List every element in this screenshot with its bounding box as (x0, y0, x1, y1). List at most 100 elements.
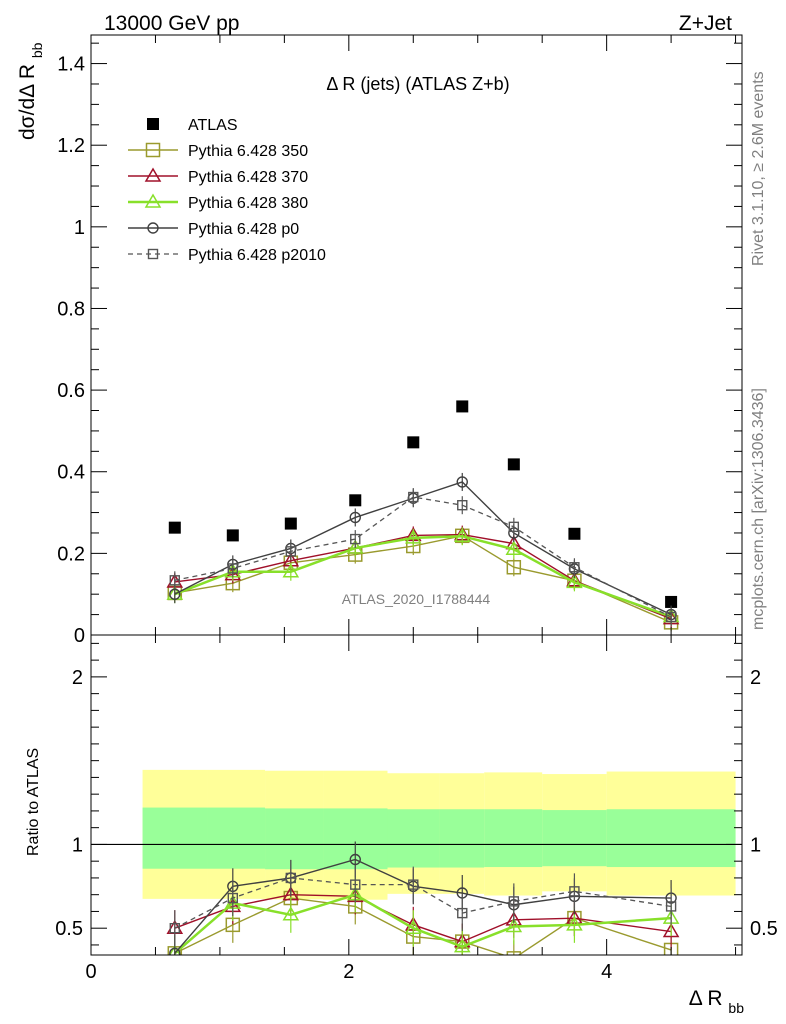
ratio-point (566, 916, 583, 931)
data-point (408, 491, 419, 503)
ratio-point (282, 906, 300, 921)
x-axis-label: Δ R bb (689, 987, 745, 1016)
y-tick-label: 1.4 (57, 54, 85, 76)
ratio-point (569, 886, 580, 897)
data-point (284, 517, 297, 530)
legend-entry-atlas: ATLAS (147, 117, 238, 134)
ratio-point (453, 938, 471, 953)
ratio-point (349, 853, 361, 866)
main-panel: Δ R (jets) (ATLAS Z+b) ATLAS_2020_I17884… (16, 34, 743, 647)
legend-label: Pythia 6.428 380 (188, 195, 308, 212)
ratio-line (174, 893, 672, 943)
header-right: Z+Jet (679, 12, 732, 35)
uncertainty-band-inner (606, 809, 736, 868)
data-point (349, 494, 362, 507)
ratio-point (168, 944, 181, 955)
legend-label: Pythia 6.428 350 (188, 143, 308, 160)
series-pythia-6-428-380 (166, 527, 680, 626)
data-point (404, 529, 422, 544)
ratio-ylabel: Ratio to ATLAS (25, 748, 42, 856)
legend-label: ATLAS (188, 117, 238, 134)
ratio-point (169, 947, 181, 955)
y-tick-label: 0.4 (57, 462, 85, 484)
ratio-y-tick-label-right: 1 (750, 834, 761, 856)
uncertainty-band-inner (207, 807, 266, 869)
legend-label: Pythia 6.428 p2010 (188, 247, 326, 264)
main-ylabel-text: dσ/dΔ R (16, 64, 39, 140)
legend-marker (147, 222, 159, 234)
rivet-label: Rivet 3.1.10, ≥ 2.6M events (750, 71, 767, 266)
ratio-panel: 0.5 0.5 1 1 2 2 0 2 4 Ratio to ATLAS Δ R bb (25, 634, 778, 1016)
data-point (665, 595, 678, 608)
y-tick-label: 0.6 (57, 380, 85, 402)
data-point (349, 511, 361, 524)
y-tick-label: 0.2 (57, 543, 85, 565)
x-tick-label: 4 (601, 961, 612, 983)
data-point (407, 436, 420, 449)
data-point (168, 521, 181, 534)
series-pythia-6-428-350 (167, 526, 679, 632)
legend-marker (144, 193, 162, 208)
watermark: ATLAS_2020_I1788444 (342, 591, 491, 607)
data-point (350, 533, 361, 545)
data-point (169, 575, 180, 586)
data-point (226, 529, 239, 542)
data-point (569, 562, 580, 573)
mcplots-label: mcplots.cern.ch [arXiv:1306.3436] (750, 388, 767, 630)
legend-marker (147, 118, 159, 130)
ratio-marks (166, 841, 680, 955)
y-tick-label: 1.2 (57, 135, 85, 157)
uncertainty-band-inner (484, 809, 543, 868)
legend-marker (147, 248, 159, 260)
label-subscript: bb (728, 1000, 744, 1016)
ratio-point (169, 922, 180, 934)
legend-entry-pythia-6-428-370: Pythia 6.428 370 (128, 167, 308, 186)
uncertainty-band-inner (439, 809, 485, 868)
ratio-line (174, 877, 672, 929)
data-point (453, 527, 471, 542)
legend: ATLAS Pythia 6.428 350 Pythia 6.428 370 Pyt… (128, 117, 326, 264)
data-point (507, 458, 520, 471)
data-point (508, 521, 520, 533)
ratio-y-tick-label: 1 (72, 834, 83, 856)
ratio-point (662, 923, 680, 938)
series-pythia-6-428-p2010 (169, 488, 677, 627)
data-point (227, 563, 239, 574)
main-marks (166, 400, 680, 632)
y-tick-label: 0 (74, 625, 85, 647)
data-point (505, 540, 523, 556)
data-point (285, 546, 297, 557)
ratio-y-tick-label-right: 0.5 (750, 918, 778, 940)
ratio-point (285, 872, 297, 884)
data-point (568, 527, 581, 540)
ratio-point (665, 901, 677, 912)
main-ylabel: dσ/dΔ R bb (16, 42, 45, 140)
uncertainty-band-inner (142, 807, 208, 869)
data-point (457, 500, 468, 511)
ratio-point (506, 951, 522, 955)
uncertainty-band-inner (265, 808, 324, 870)
uncertainty-band-inner (542, 810, 607, 867)
label-subscript: bb (29, 42, 45, 58)
data-point (566, 573, 583, 589)
legend-entry-pythia-6-428-p0: Pythia 6.428 p0 (128, 221, 299, 238)
legend-entry-pythia-6-428-p2010: Pythia 6.428 p2010 (128, 247, 326, 264)
main-title: Δ R (jets) (ATLAS Z+b) (326, 74, 509, 94)
ratio-series-pythia-6-428-p2010 (169, 859, 677, 947)
ratio-point (505, 918, 523, 933)
ratio-point (508, 896, 520, 907)
y-tick-label: 0.8 (57, 298, 85, 320)
data-point (346, 539, 364, 554)
ratio-y-tick-label-right: 2 (750, 667, 761, 689)
legend-entry-pythia-6-428-380: Pythia 6.428 380 (128, 193, 308, 212)
ratio-y-tick-label: 2 (72, 667, 83, 689)
main-axes: 0 0.2 0.4 0.6 0.8 1 1.2 1.4 (57, 34, 743, 647)
ratio-frame (90, 634, 743, 956)
legend-label: Pythia 6.428 p0 (188, 221, 299, 238)
data-point (456, 400, 469, 413)
data-point (665, 611, 677, 623)
uncertainty-band-inner (387, 809, 440, 868)
header-left: 13000 GeV pp (104, 12, 239, 35)
ratio-point (227, 892, 239, 904)
ratio-axes: 0.5 0.5 1 1 2 2 0 2 4 (55, 634, 778, 983)
